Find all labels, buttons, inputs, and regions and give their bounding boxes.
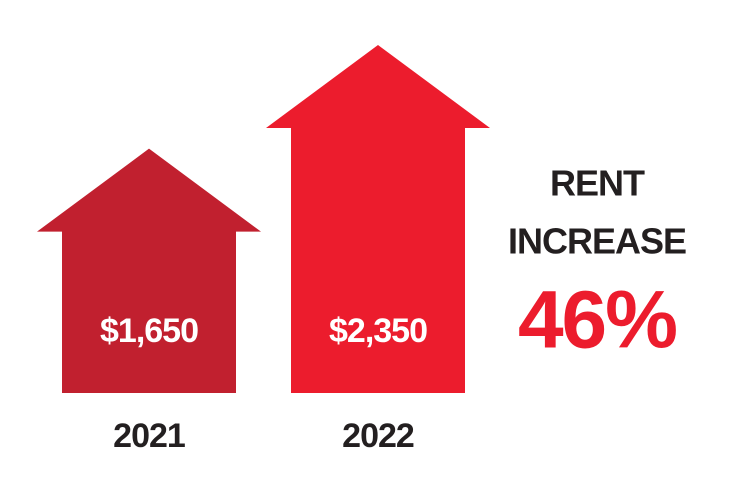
- category-label: 2022: [342, 417, 414, 455]
- annotation-line: INCREASE: [508, 221, 686, 262]
- value-label: $1,650: [100, 312, 198, 350]
- annotation: RENT INCREASE 46%: [508, 163, 687, 366]
- annotation-line: RENT: [550, 163, 645, 204]
- highlight-value: 46%: [518, 275, 676, 366]
- category-label: 2021: [113, 417, 185, 455]
- value-label: $2,350: [329, 312, 427, 350]
- house-bar: [37, 148, 261, 393]
- house-bar: [266, 45, 490, 393]
